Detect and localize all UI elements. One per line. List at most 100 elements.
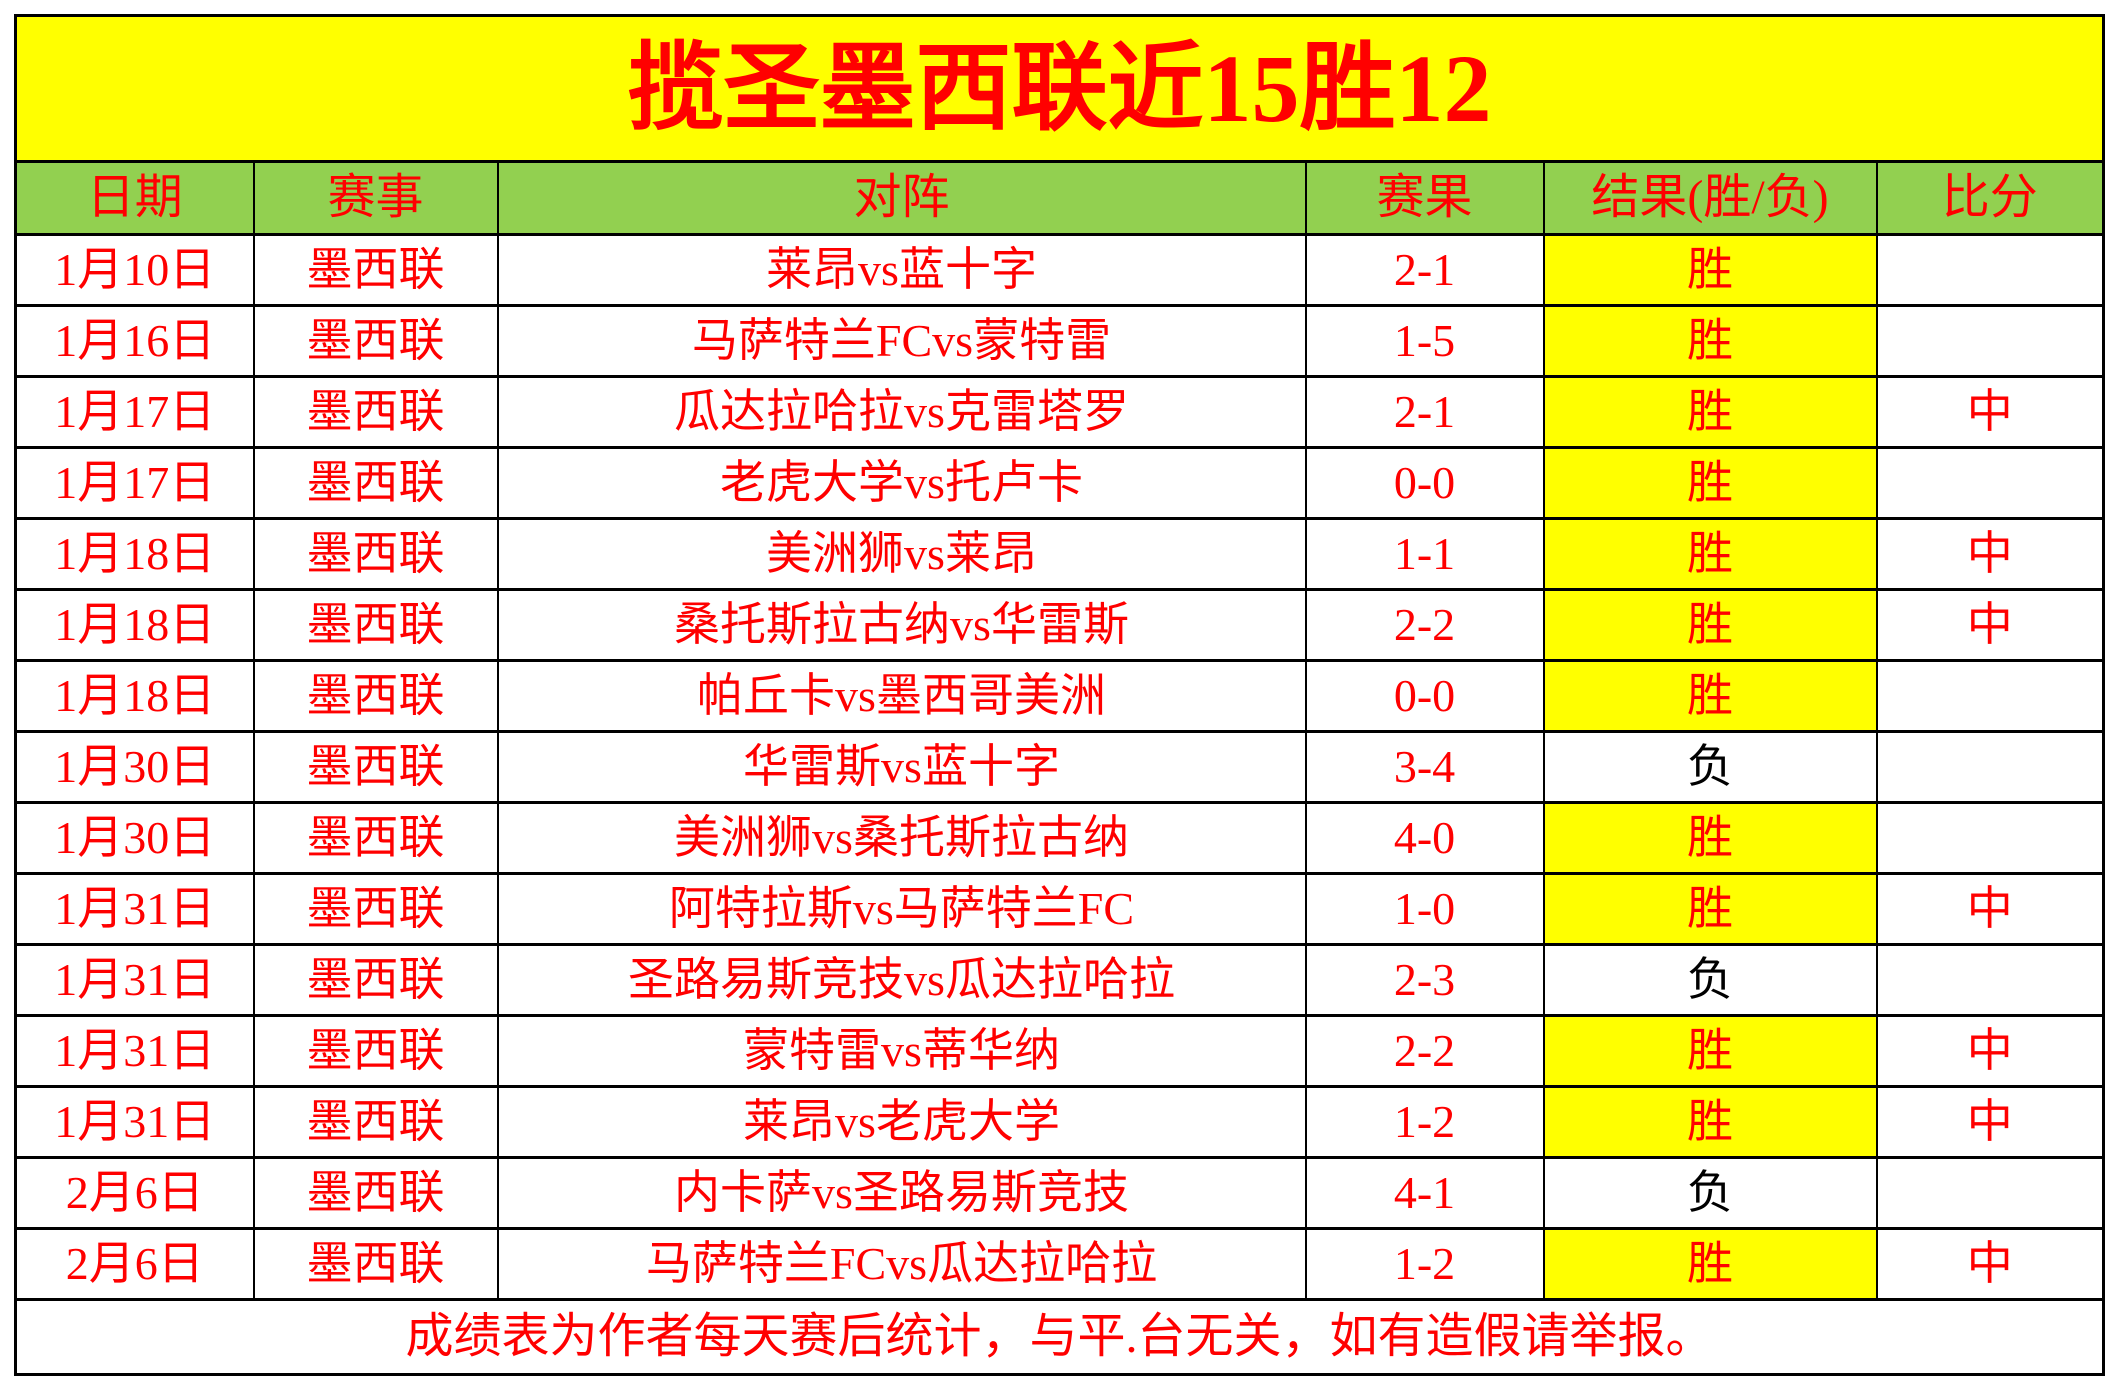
score-cell: 3-4 (1304, 730, 1545, 804)
match-cell: 老虎大学vs托卢卡 (496, 446, 1307, 520)
table-row: 1月30日 墨西联 华雷斯vs蓝十字 3-4 负 (14, 730, 2105, 804)
result-cell: 胜 (1542, 446, 1878, 520)
score-cell: 4-0 (1304, 801, 1545, 875)
score-cell: 2-1 (1304, 375, 1545, 449)
result-cell: 胜 (1542, 659, 1878, 733)
date-cell: 1月31日 (14, 1014, 255, 1088)
league-cell: 墨西联 (252, 1085, 499, 1159)
score-cell: 1-5 (1304, 304, 1545, 378)
hit-cell (1875, 446, 2105, 520)
date-cell: 2月6日 (14, 1156, 255, 1230)
league-cell: 墨西联 (252, 872, 499, 946)
column-header-result: 结果(胜/负) (1542, 160, 1878, 236)
score-cell: 0-0 (1304, 446, 1545, 520)
league-cell: 墨西联 (252, 588, 499, 662)
score-cell: 2-1 (1304, 233, 1545, 307)
score-cell: 1-0 (1304, 872, 1545, 946)
hit-cell: 中 (1875, 588, 2105, 662)
spreadsheet-area: 揽圣墨西联近15胜12 日期 赛事 对阵 赛果 结果(胜/负) 比分 1月10日… (14, 14, 2105, 1376)
table-row: 2月6日 墨西联 马萨特兰FCvs瓜达拉哈拉 1-2 胜中 (14, 1227, 2105, 1301)
match-cell: 马萨特兰FCvs瓜达拉哈拉 (496, 1227, 1307, 1301)
match-cell: 阿特拉斯vs马萨特兰FC (496, 872, 1307, 946)
league-cell: 墨西联 (252, 375, 499, 449)
result-cell: 负 (1542, 943, 1878, 1017)
result-cell: 胜 (1542, 1227, 1878, 1301)
table-row: 1月18日 墨西联 帕丘卡vs墨西哥美洲 0-0 胜 (14, 659, 2105, 733)
match-cell: 内卡萨vs圣路易斯竞技 (496, 1156, 1307, 1230)
match-cell: 圣路易斯竞技vs瓜达拉哈拉 (496, 943, 1307, 1017)
league-cell: 墨西联 (252, 517, 499, 591)
table-row: 1月31日 墨西联 阿特拉斯vs马萨特兰FC 1-0 胜中 (14, 872, 2105, 946)
table-row: 1月18日 墨西联 美洲狮vs莱昂 1-1 胜中 (14, 517, 2105, 591)
date-cell: 1月16日 (14, 304, 255, 378)
page-title: 揽圣墨西联近15胜12 (14, 14, 2105, 163)
match-cell: 马萨特兰FCvs蒙特雷 (496, 304, 1307, 378)
footer-row: 成绩表为作者每天赛后统计，与平.台无关，如有造假请举报。 (14, 1298, 2105, 1376)
score-cell: 1-2 (1304, 1085, 1545, 1159)
hit-cell: 中 (1875, 1085, 2105, 1159)
hit-cell (1875, 659, 2105, 733)
header-row: 日期 赛事 对阵 赛果 结果(胜/负) 比分 (14, 160, 2105, 236)
date-cell: 1月18日 (14, 588, 255, 662)
hit-cell (1875, 1156, 2105, 1230)
result-cell: 胜 (1542, 1014, 1878, 1088)
hit-cell: 中 (1875, 1227, 2105, 1301)
date-cell: 1月10日 (14, 233, 255, 307)
league-cell: 墨西联 (252, 1227, 499, 1301)
hit-cell: 中 (1875, 517, 2105, 591)
match-cell: 桑托斯拉古纳vs华雷斯 (496, 588, 1307, 662)
match-cell: 华雷斯vs蓝十字 (496, 730, 1307, 804)
score-cell: 1-2 (1304, 1227, 1545, 1301)
column-header-hit: 比分 (1875, 160, 2105, 236)
date-cell: 1月31日 (14, 1085, 255, 1159)
score-cell: 1-1 (1304, 517, 1545, 591)
hit-cell (1875, 233, 2105, 307)
result-cell: 胜 (1542, 801, 1878, 875)
column-header-match: 对阵 (496, 160, 1307, 236)
match-cell: 美洲狮vs桑托斯拉古纳 (496, 801, 1307, 875)
match-cell: 蒙特雷vs蒂华纳 (496, 1014, 1307, 1088)
date-cell: 1月17日 (14, 375, 255, 449)
league-cell: 墨西联 (252, 943, 499, 1017)
result-cell: 胜 (1542, 517, 1878, 591)
match-cell: 莱昂vs蓝十字 (496, 233, 1307, 307)
score-cell: 2-3 (1304, 943, 1545, 1017)
result-cell: 胜 (1542, 872, 1878, 946)
hit-cell: 中 (1875, 375, 2105, 449)
column-header-score: 赛果 (1304, 160, 1545, 236)
result-cell: 胜 (1542, 588, 1878, 662)
league-cell: 墨西联 (252, 659, 499, 733)
date-cell: 1月30日 (14, 801, 255, 875)
league-cell: 墨西联 (252, 1156, 499, 1230)
score-cell: 4-1 (1304, 1156, 1545, 1230)
table-row: 1月17日 墨西联 老虎大学vs托卢卡 0-0 胜 (14, 446, 2105, 520)
date-cell: 1月31日 (14, 872, 255, 946)
table-row: 1月31日 墨西联 莱昂vs老虎大学 1-2 胜中 (14, 1085, 2105, 1159)
date-cell: 2月6日 (14, 1227, 255, 1301)
hit-cell (1875, 801, 2105, 875)
league-cell: 墨西联 (252, 801, 499, 875)
table-row: 1月17日 墨西联 瓜达拉哈拉vs克雷塔罗 2-1 胜中 (14, 375, 2105, 449)
result-cell: 胜 (1542, 1085, 1878, 1159)
table-row: 1月30日 墨西联 美洲狮vs桑托斯拉古纳 4-0 胜 (14, 801, 2105, 875)
date-cell: 1月30日 (14, 730, 255, 804)
match-cell: 瓜达拉哈拉vs克雷塔罗 (496, 375, 1307, 449)
score-cell: 2-2 (1304, 1014, 1545, 1088)
table-row: 1月10日 墨西联 莱昂vs蓝十字 2-1 胜 (14, 233, 2105, 307)
table-row: 2月6日 墨西联 内卡萨vs圣路易斯竞技 4-1 负 (14, 1156, 2105, 1230)
title-row: 揽圣墨西联近15胜12 (14, 14, 2105, 163)
footer-note: 成绩表为作者每天赛后统计，与平.台无关，如有造假请举报。 (14, 1298, 2105, 1376)
result-cell: 负 (1542, 730, 1878, 804)
result-cell: 负 (1542, 1156, 1878, 1230)
match-cell: 帕丘卡vs墨西哥美洲 (496, 659, 1307, 733)
column-header-league: 赛事 (252, 160, 499, 236)
date-cell: 1月18日 (14, 659, 255, 733)
league-cell: 墨西联 (252, 1014, 499, 1088)
score-cell: 2-2 (1304, 588, 1545, 662)
hit-cell (1875, 943, 2105, 1017)
results-table: 揽圣墨西联近15胜12 日期 赛事 对阵 赛果 结果(胜/负) 比分 1月10日… (14, 14, 2105, 1376)
column-header-date: 日期 (14, 160, 255, 236)
hit-cell: 中 (1875, 1014, 2105, 1088)
table-row: 1月31日 墨西联 蒙特雷vs蒂华纳 2-2 胜中 (14, 1014, 2105, 1088)
score-cell: 0-0 (1304, 659, 1545, 733)
